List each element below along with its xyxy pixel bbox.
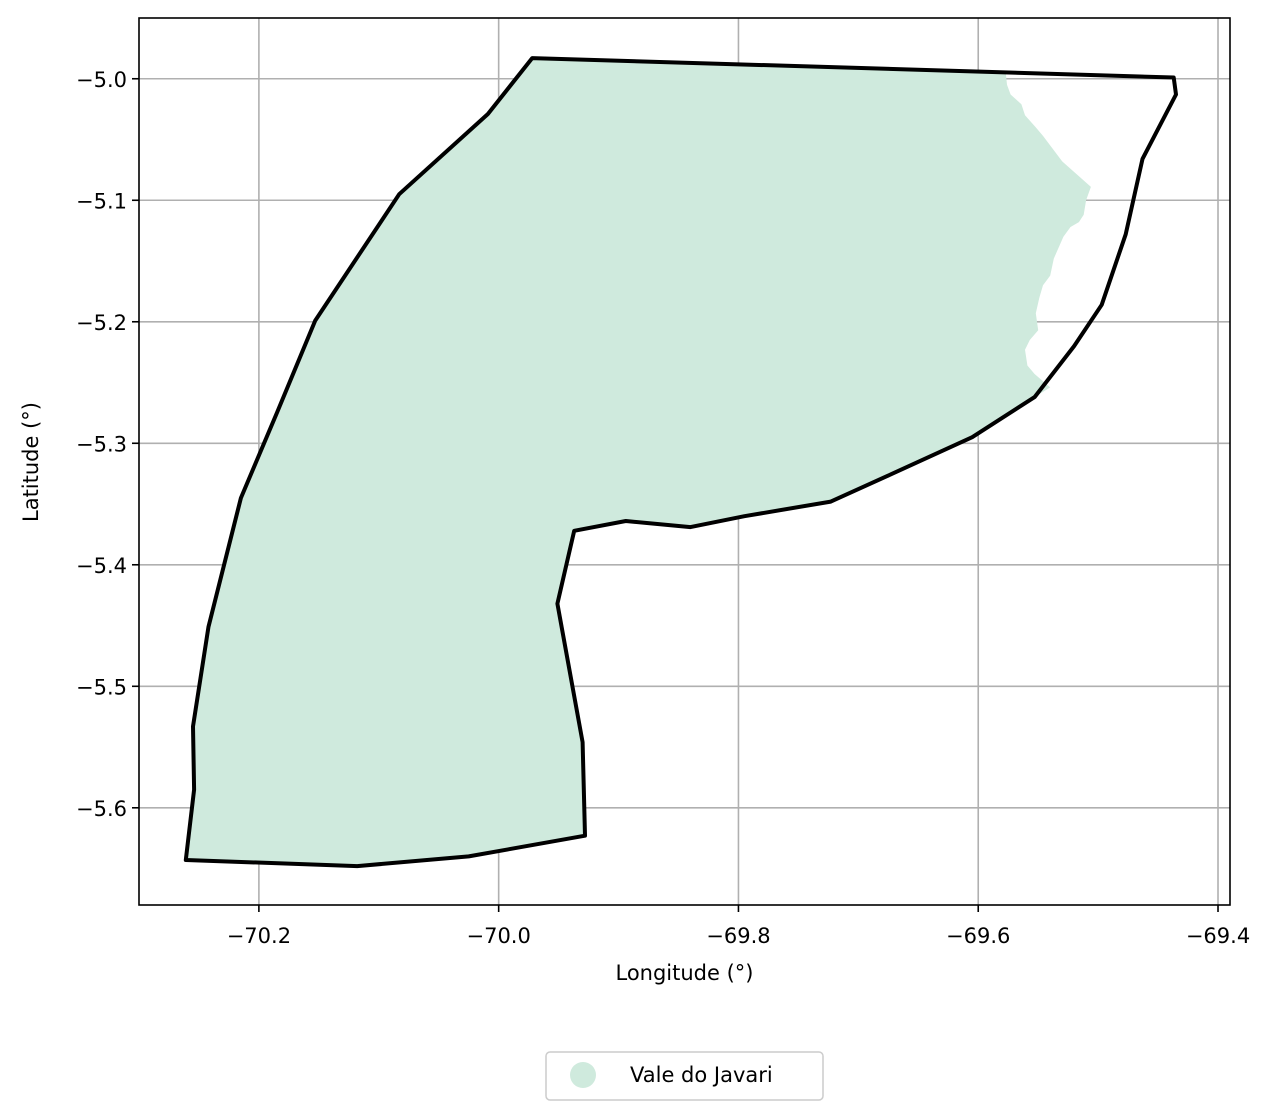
x-tick-label: −69.4 bbox=[1186, 924, 1250, 948]
y-tick-label: −5.6 bbox=[76, 797, 127, 821]
y-tick-label: −5.0 bbox=[76, 68, 127, 92]
legend-label: Vale do Javari bbox=[630, 1063, 773, 1087]
x-tick-label: −70.0 bbox=[466, 924, 530, 948]
y-tick-label: −5.1 bbox=[76, 189, 127, 213]
x-axis-label: Longitude (°) bbox=[615, 961, 753, 985]
y-tick-label: −5.2 bbox=[76, 311, 127, 335]
y-tick-label: −5.4 bbox=[76, 554, 127, 578]
x-tick-label: −69.8 bbox=[706, 924, 770, 948]
legend-box bbox=[545, 1051, 824, 1101]
y-tick-label: −5.3 bbox=[76, 432, 127, 456]
legend-marker bbox=[570, 1062, 596, 1088]
plot-frame bbox=[138, 17, 1231, 906]
y-axis-label: Latitude (°) bbox=[19, 402, 43, 522]
x-tick-label: −70.2 bbox=[227, 924, 291, 948]
region-fill-vale-do-javari bbox=[185, 58, 1091, 867]
axis-ticks: −70.2 −70.0 −69.8 −69.6 −69.4 −5.0 −5.1 −5.2 −5.… bbox=[76, 68, 1250, 948]
legend: Vale do Javari bbox=[545, 1051, 824, 1101]
x-tick-label: −69.6 bbox=[946, 924, 1010, 948]
y-tick-label: −5.5 bbox=[76, 675, 127, 699]
region-outline bbox=[183, 56, 1178, 869]
